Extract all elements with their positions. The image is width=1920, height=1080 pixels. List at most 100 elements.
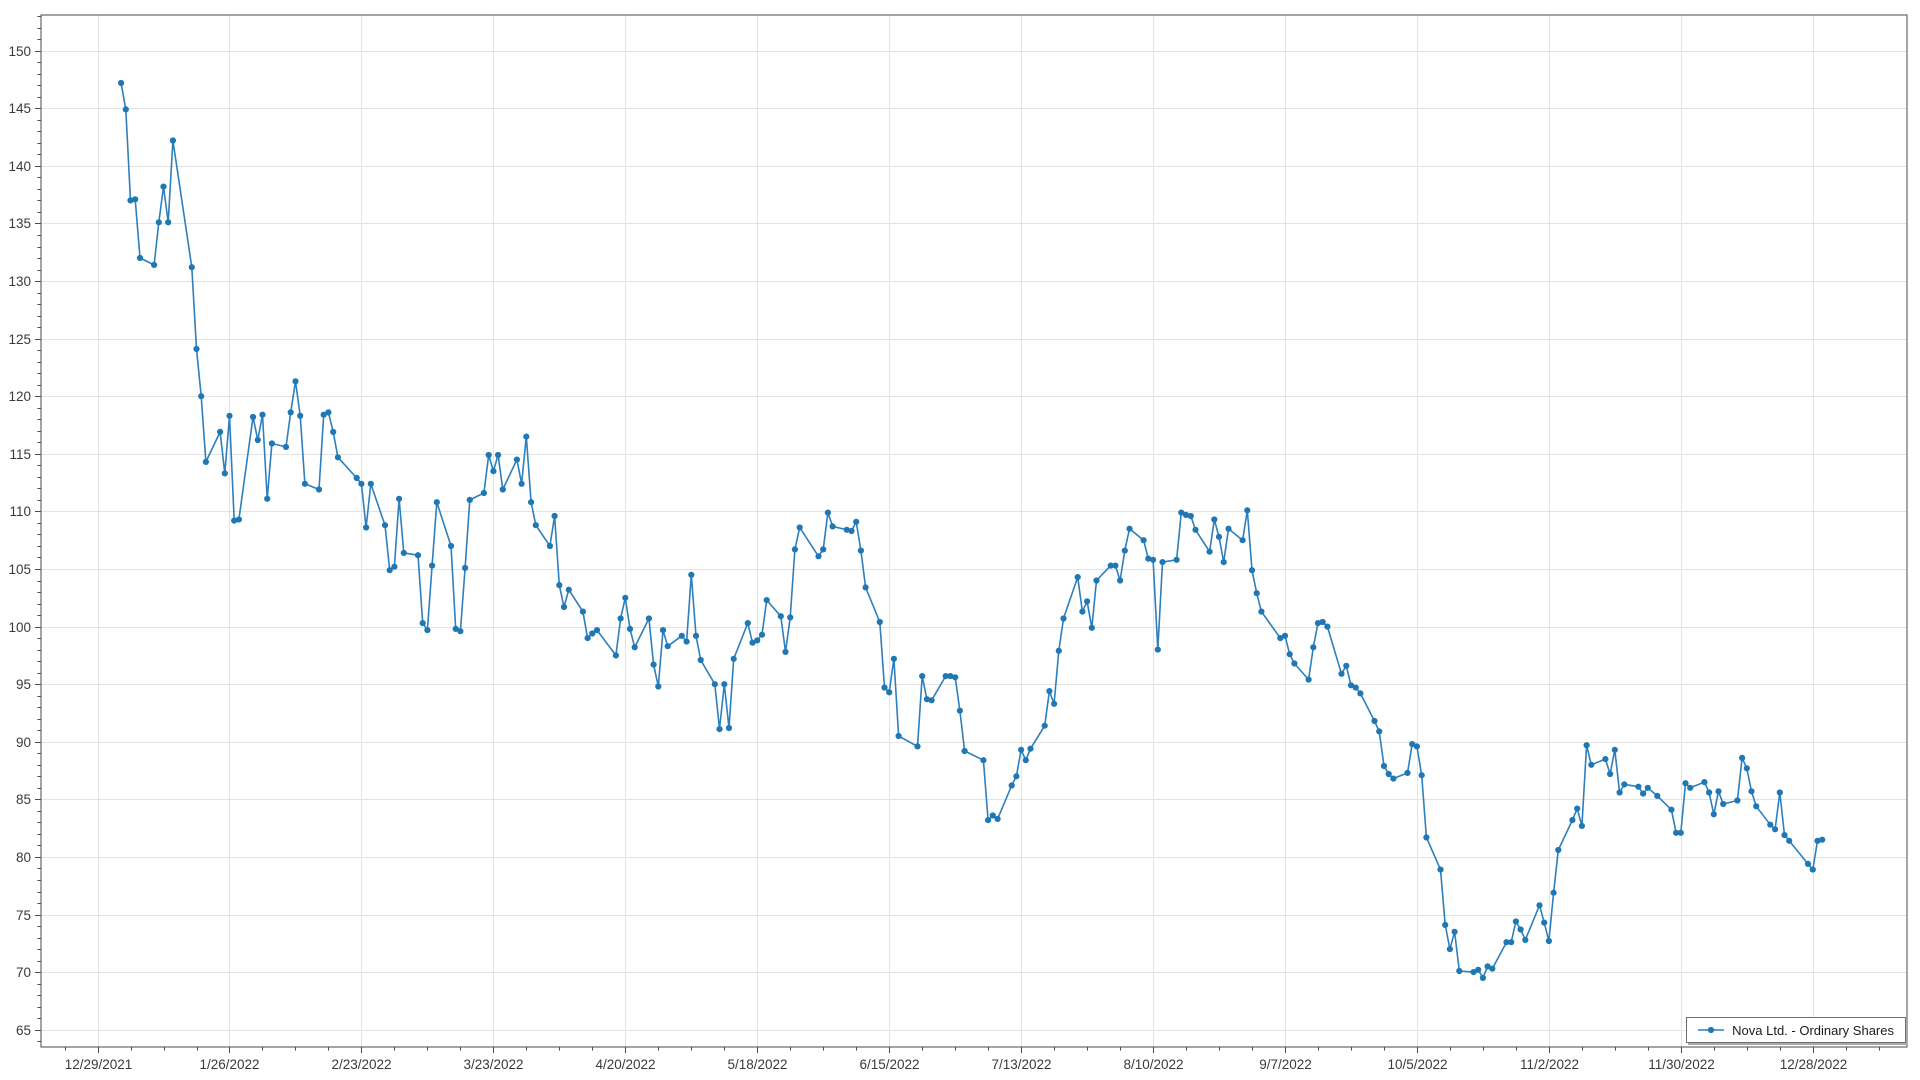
y-tick-label: 120 [8,389,31,404]
data-point-marker [744,620,751,627]
data-point-marker [1145,555,1152,562]
data-point-marker [396,495,403,502]
data-point-marker [1517,926,1524,933]
data-point-marker [160,183,167,190]
data-point-marker [1739,754,1746,762]
data-point-marker [551,512,558,520]
data-point-marker [1314,620,1322,627]
data-point-marker [1088,624,1095,631]
x-tick-label: 4/20/2022 [595,1057,655,1072]
data-point-marker [1503,939,1510,946]
data-point-marker [1536,902,1543,909]
data-point-marker [1772,826,1779,833]
data-point-marker [1456,967,1463,975]
data-point-marker [1376,728,1383,735]
data-point-marker [301,480,308,487]
data-point-marker [593,627,601,634]
data-point-marker [523,433,530,440]
data-point-marker [1380,762,1388,770]
data-point-marker [919,673,926,680]
data-point-marker [1107,562,1114,569]
data-point-marker [1786,837,1793,844]
data-point-marker [528,499,535,506]
x-tick-label: 1/26/2022 [199,1057,259,1072]
y-tick-label: 145 [8,101,31,116]
y-tick-label: 140 [8,159,31,174]
data-point-marker [1347,682,1355,689]
y-tick-label: 115 [9,447,31,462]
data-point-marker [1310,644,1317,651]
y-tick-label: 85 [16,792,31,807]
data-point-marker [466,496,473,503]
data-point-marker [1602,756,1609,763]
data-point-marker [711,681,718,688]
data-point-marker [584,635,591,642]
data-point-marker [1715,788,1722,795]
data-point-marker [1781,832,1788,839]
data-point-marker [1084,598,1091,605]
data-point-marker [989,812,996,819]
data-point-marker [1512,918,1519,925]
data-point-marker [754,637,761,644]
data-point-marker [546,542,554,550]
data-point-marker [122,106,129,113]
data-point-marker [1018,746,1025,753]
data-point-marker [457,628,464,635]
data-point-marker [1621,781,1628,788]
data-point-marker [268,440,275,447]
data-point-marker [1541,919,1548,926]
data-point-marker [1734,797,1741,804]
data-point-marker [320,411,327,418]
data-point-marker [853,518,860,525]
data-point-marker [1677,829,1684,836]
y-tick-label: 135 [8,216,31,231]
y-tick-label: 95 [16,677,31,692]
data-point-marker [447,542,455,550]
data-point-marker [367,480,374,487]
data-point-marker [424,627,431,634]
x-tick-label: 2/23/2022 [331,1057,391,1072]
data-point-marker [1371,717,1378,725]
data-point-marker [1748,788,1755,795]
data-point-marker [1583,742,1590,749]
data-point-marker [650,661,657,668]
data-point-marker [452,625,459,633]
data-point-marker [1706,789,1713,796]
x-tick-label: 11/2/2022 [1520,1057,1579,1072]
data-point-marker [1753,803,1760,810]
data-point-marker [391,563,398,570]
data-point-marker [824,509,832,516]
data-point-marker [560,603,568,611]
data-point-marker [518,480,525,487]
axis-labels: 12/29/2021 1/26/2022 2/23/2022 3/23/2022 4/2… [8,44,1847,1072]
data-point-marker [692,632,700,639]
data-point-marker [1117,577,1124,584]
gridlines [41,15,1907,1047]
data-point-marker [1819,836,1826,843]
data-point-marker [782,648,789,656]
data-point-marker [716,726,723,733]
data-point-marker [1343,662,1350,669]
data-point-marker [777,613,784,620]
data-point-marker [645,615,653,622]
data-point-marker [1409,741,1416,748]
data-point-marker [231,517,238,524]
data-point-marker [1244,507,1251,514]
data-point-marker [749,639,756,646]
data-point-marker [1654,792,1661,800]
data-point-marker [1041,722,1048,729]
data-point-marker [1173,556,1180,563]
data-point-marker [1192,526,1199,533]
data-point-marker [1338,670,1345,677]
data-point-marker [1720,800,1727,808]
data-point-marker [1159,559,1166,566]
data-point-marker [1239,537,1246,544]
data-point-marker [1248,567,1256,574]
data-point-marker [297,412,304,419]
data-point-marker [725,724,733,732]
data-point-marker [848,527,855,535]
data-point-marker [1611,746,1618,753]
data-point-marker [1489,965,1496,972]
data-point-marker [1150,556,1157,563]
